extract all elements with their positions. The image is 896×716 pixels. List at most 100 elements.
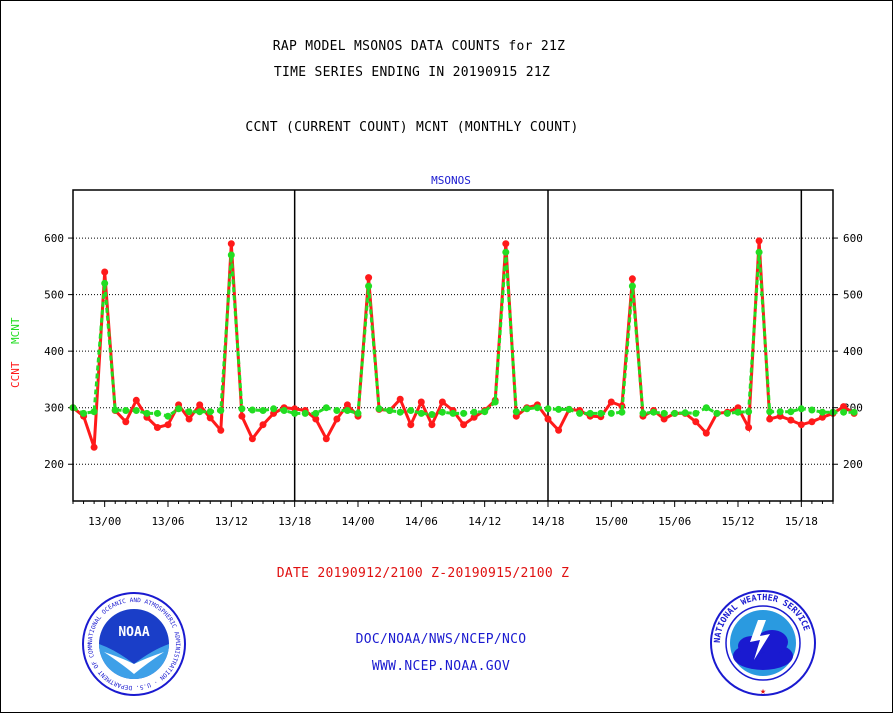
data-point-mcnt <box>776 408 784 416</box>
data-point-mcnt <box>808 406 816 414</box>
data-point-mcnt <box>111 406 119 414</box>
data-point-mcnt <box>248 406 256 414</box>
data-point-mcnt <box>481 408 489 416</box>
data-point-mcnt <box>354 409 362 417</box>
data-point-ccnt <box>470 413 478 421</box>
data-point-ccnt <box>132 396 140 404</box>
data-point-ccnt <box>238 412 246 420</box>
data-point-ccnt <box>818 413 826 421</box>
xtick-label: 13/12 <box>215 515 248 528</box>
data-point-mcnt <box>396 408 404 416</box>
data-point-mcnt <box>322 404 330 412</box>
nws-logo-icon: ★ NATIONAL WEATHER SERVICE <box>710 590 816 696</box>
data-point-ccnt <box>417 398 425 406</box>
ytick-label-left: 200 <box>44 458 64 471</box>
data-point-ccnt <box>755 237 763 245</box>
data-point-mcnt <box>206 408 214 416</box>
data-point-mcnt <box>428 411 436 418</box>
data-point-ccnt <box>217 426 225 434</box>
data-point-mcnt <box>333 407 341 414</box>
date-range: DATE 20190912/2100 Z-20190915/2100 Z <box>276 566 570 581</box>
ytick-label-right: 400 <box>843 345 863 358</box>
data-point-mcnt <box>491 398 499 406</box>
data-point-mcnt <box>533 404 541 412</box>
data-point-ccnt <box>766 415 774 423</box>
credit-line: DOC/NOAA/NWS/NCEP/NCO <box>355 632 527 647</box>
data-point-ccnt <box>322 435 330 443</box>
data-point-ccnt <box>259 421 267 429</box>
ytick-label-left: 600 <box>44 232 64 245</box>
xtick-label: 13/18 <box>278 515 311 528</box>
data-point-mcnt <box>628 282 636 290</box>
nws-star-icon: ★ <box>760 686 766 696</box>
data-point-mcnt <box>143 409 151 417</box>
data-point-ccnt <box>185 415 193 423</box>
ytick-label-right: 300 <box>843 402 863 415</box>
xtick-label: 14/12 <box>468 515 501 528</box>
data-point-ccnt <box>502 240 510 248</box>
data-point-mcnt <box>597 409 605 417</box>
data-point-mcnt <box>470 408 478 416</box>
data-point-ccnt <box>122 418 130 426</box>
data-point-mcnt <box>702 404 710 412</box>
data-point-mcnt <box>280 407 288 414</box>
data-point-mcnt <box>153 409 161 417</box>
data-point-mcnt <box>375 405 383 413</box>
data-point-mcnt <box>618 408 626 416</box>
data-point-mcnt <box>850 408 858 416</box>
data-point-ccnt <box>343 401 351 409</box>
data-point-ccnt <box>153 424 161 431</box>
data-point-ccnt <box>460 421 468 429</box>
data-point-mcnt <box>460 409 468 417</box>
data-point-ccnt <box>745 424 753 431</box>
data-point-mcnt <box>639 409 647 417</box>
data-point-mcnt <box>312 409 320 417</box>
website-link[interactable]: WWW.NCEP.NOAA.GOV <box>371 659 511 674</box>
data-point-mcnt <box>449 409 457 417</box>
data-point-ccnt <box>808 418 816 426</box>
data-point-mcnt <box>544 405 552 413</box>
data-point-mcnt <box>417 409 425 417</box>
data-point-mcnt <box>555 405 563 413</box>
data-point-mcnt <box>270 405 278 413</box>
plot-area-border <box>72 189 834 502</box>
data-point-mcnt <box>681 409 689 417</box>
data-point-ccnt <box>628 275 636 283</box>
data-point-mcnt <box>565 405 573 413</box>
data-point-ccnt <box>333 415 341 423</box>
data-point-mcnt <box>291 409 299 417</box>
data-point-ccnt <box>660 415 668 423</box>
data-point-ccnt <box>248 435 256 443</box>
xtick-label: 15/00 <box>595 515 628 528</box>
xtick-label: 15/18 <box>785 515 818 528</box>
data-point-mcnt <box>840 408 848 416</box>
data-point-mcnt <box>132 407 140 414</box>
data-point-ccnt <box>407 421 415 429</box>
data-point-mcnt <box>692 409 700 417</box>
data-point-mcnt <box>122 407 130 414</box>
data-point-ccnt <box>196 401 204 409</box>
data-point-mcnt <box>576 409 584 417</box>
data-point-mcnt <box>502 248 510 256</box>
xtick-label: 13/06 <box>151 515 184 528</box>
data-point-mcnt <box>365 282 373 290</box>
data-point-mcnt <box>660 409 668 417</box>
data-point-mcnt <box>755 248 763 256</box>
data-point-ccnt <box>692 418 700 426</box>
data-point-mcnt <box>818 408 826 416</box>
data-point-ccnt <box>164 421 172 429</box>
data-point-ccnt <box>396 395 404 403</box>
data-point-mcnt <box>80 409 88 417</box>
ylabel-mcnt: MCNT <box>9 317 22 344</box>
data-point-mcnt <box>301 409 309 417</box>
data-point-ccnt <box>365 274 373 282</box>
data-point-ccnt <box>227 240 235 248</box>
data-point-mcnt <box>745 408 753 416</box>
data-point-ccnt <box>840 403 848 411</box>
data-point-mcnt <box>386 407 394 414</box>
data-point-mcnt <box>787 408 795 416</box>
data-point-mcnt <box>407 407 415 414</box>
data-point-ccnt <box>607 398 615 406</box>
data-point-ccnt <box>544 415 552 423</box>
data-point-mcnt <box>185 408 193 416</box>
